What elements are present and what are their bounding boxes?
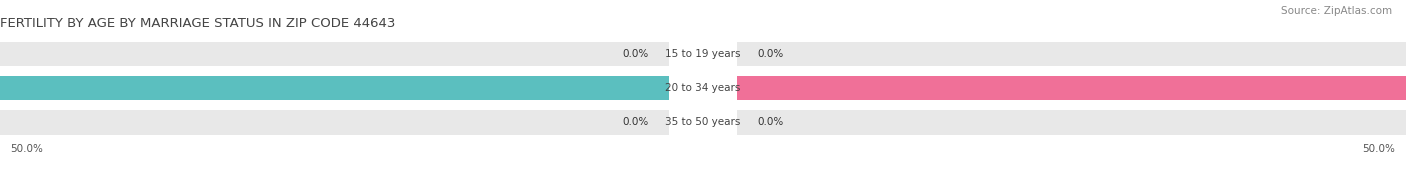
- Bar: [0, 76, 669, 101]
- Text: 15 to 19 years: 15 to 19 years: [665, 49, 741, 59]
- Text: FERTILITY BY AGE BY MARRIAGE STATUS IN ZIP CODE 44643: FERTILITY BY AGE BY MARRIAGE STATUS IN Z…: [0, 17, 395, 30]
- Legend: Married, Unmarried: Married, Unmarried: [631, 194, 775, 196]
- Text: 35 to 50 years: 35 to 50 years: [665, 117, 741, 127]
- Bar: [669, 41, 737, 67]
- Text: 20 to 34 years: 20 to 34 years: [665, 83, 741, 93]
- Bar: [669, 75, 737, 101]
- Text: Source: ZipAtlas.com: Source: ZipAtlas.com: [1281, 6, 1392, 16]
- Text: 0.0%: 0.0%: [623, 117, 650, 127]
- Text: 0.0%: 0.0%: [756, 117, 783, 127]
- Bar: [737, 76, 1406, 101]
- Bar: [0, 110, 1406, 135]
- Text: 0.0%: 0.0%: [756, 49, 783, 59]
- Bar: [0, 42, 1406, 66]
- Bar: [669, 109, 737, 135]
- Text: 0.0%: 0.0%: [623, 49, 650, 59]
- Bar: [0, 76, 1406, 101]
